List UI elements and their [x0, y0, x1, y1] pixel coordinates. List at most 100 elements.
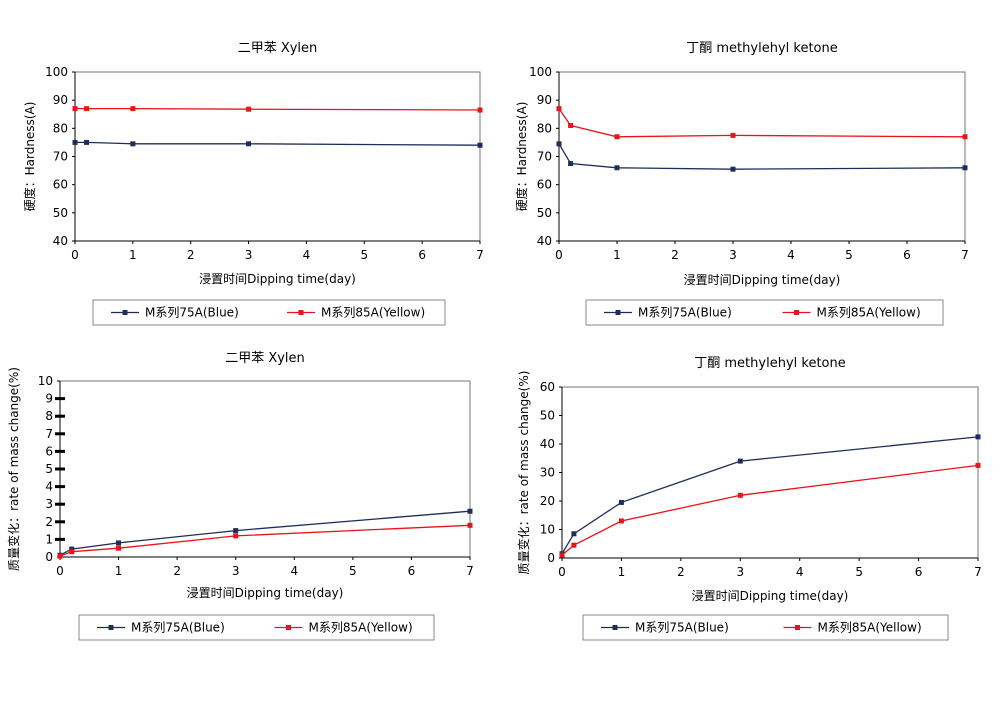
legend-swatch-marker [122, 310, 128, 315]
x-tick-label: 7 [476, 248, 484, 262]
x-tick-label: 3 [729, 248, 737, 262]
series-2 [559, 462, 981, 558]
x-tick-label: 3 [232, 564, 240, 578]
legend-swatch-marker [286, 625, 291, 630]
chart-title: 丁酮 methylehyl ketone [686, 41, 837, 56]
x-tick-label: 4 [796, 565, 804, 579]
data-point [116, 545, 122, 551]
data-point [730, 166, 736, 172]
legend-swatch-marker [615, 310, 621, 315]
data-point [975, 434, 981, 440]
y-tick-label: 50 [537, 206, 552, 220]
data-point [69, 549, 75, 555]
y-tick-label: 6 [45, 444, 53, 458]
series-1 [72, 139, 483, 148]
data-point [477, 107, 483, 113]
x-tick-label: 5 [855, 565, 863, 579]
legend: M系列75A(Blue) M系列85A(Yellow) [585, 299, 944, 326]
data-point [130, 141, 136, 147]
x-tick-label: 5 [349, 564, 357, 578]
legend-label: M系列85A(Yellow) [321, 306, 425, 320]
series-line [75, 141, 481, 146]
y-tick-label: 1 [45, 532, 53, 546]
series-2 [556, 106, 968, 140]
chart-4: 丁酮 methylehyl ketone 0 10 20 30 40 50 60 0 1 2 3 4 5 6… [516, 356, 982, 641]
data-point [246, 141, 252, 147]
y-tick-label: 70 [53, 150, 68, 164]
chart-1: 二甲苯 Xylen 40 50 60 70 80 90 100 0 1 2 3 4 5 6 7 浸置时间Dipp… [22, 41, 484, 326]
legend-label: M系列75A(Blue) [131, 621, 225, 635]
legend-box [582, 614, 949, 641]
legend-box [92, 299, 446, 326]
x-tick-label: 6 [915, 565, 923, 579]
y-tick-label: 5 [45, 462, 53, 476]
data-point [571, 542, 577, 548]
legend-swatch-marker [108, 625, 114, 630]
legend-swatch-marker [612, 625, 618, 630]
x-tick-label: 1 [618, 565, 626, 579]
legend-box [78, 614, 435, 641]
series-line [561, 464, 979, 556]
y-tick-label: 80 [537, 121, 552, 135]
x-tick-label: 4 [787, 248, 795, 262]
x-tick-label: 2 [677, 565, 685, 579]
data-point [568, 123, 574, 129]
plot-area [558, 71, 966, 242]
data-point [975, 462, 981, 468]
legend-swatch-marker [795, 625, 800, 630]
legend: M系列75A(Blue) M系列85A(Yellow) [78, 614, 435, 641]
data-point [233, 533, 239, 539]
y-tick-label: 2 [45, 515, 53, 529]
data-point [69, 546, 75, 552]
y-tick-label: 7 [45, 427, 53, 441]
y-tick-label: 90 [53, 93, 68, 107]
x-axis-title: 浸置时间Dipping time(day) [684, 273, 841, 287]
data-point [614, 134, 620, 140]
y-tick-label: 40 [53, 234, 68, 248]
y-tick-label: 10 [540, 523, 555, 537]
y-tick-label: 50 [540, 409, 555, 423]
legend-label: M系列75A(Blue) [638, 306, 732, 320]
x-tick-label: 3 [245, 248, 253, 262]
data-point [556, 141, 562, 147]
x-tick-label: 0 [558, 565, 566, 579]
series-line [558, 143, 966, 170]
x-tick-label: 2 [671, 248, 679, 262]
legend-swatch-marker [298, 310, 304, 315]
data-point [618, 499, 624, 505]
x-tick-label: 6 [408, 564, 416, 578]
data-point [737, 492, 743, 498]
y-tick-label: 0 [45, 550, 53, 564]
x-tick-label: 3 [736, 565, 744, 579]
legend: M系列75A(Blue) M系列85A(Yellow) [582, 614, 949, 641]
data-point [246, 106, 252, 112]
legend-label: M系列85A(Yellow) [309, 621, 413, 635]
data-point [614, 165, 620, 171]
y-tick-label: 3 [45, 497, 53, 511]
data-point [72, 139, 78, 145]
data-point [556, 106, 562, 112]
data-point [571, 531, 577, 537]
series-line [75, 107, 481, 111]
legend-box [585, 299, 944, 326]
y-tick-label: 90 [537, 93, 552, 107]
y-tick-label: 20 [540, 494, 555, 508]
x-tick-label: 0 [555, 248, 563, 262]
data-point [737, 458, 743, 464]
x-tick-label: 1 [129, 248, 137, 262]
x-tick-label: 0 [71, 248, 79, 262]
legend-label: M系列85A(Yellow) [818, 621, 922, 635]
x-tick-label: 1 [115, 564, 123, 578]
data-point [477, 142, 483, 148]
x-tick-label: 7 [961, 248, 969, 262]
y-tick-label: 30 [540, 466, 555, 480]
x-axis-title: 浸置时间Dipping time(day) [199, 272, 356, 286]
x-tick-label: 6 [903, 248, 911, 262]
legend-swatch-marker [794, 310, 799, 315]
plot-area [59, 380, 471, 558]
x-tick-label: 4 [303, 248, 311, 262]
x-tick-label: 1 [613, 248, 621, 262]
y-tick-label: 40 [537, 234, 552, 248]
x-tick-label: 5 [360, 248, 368, 262]
